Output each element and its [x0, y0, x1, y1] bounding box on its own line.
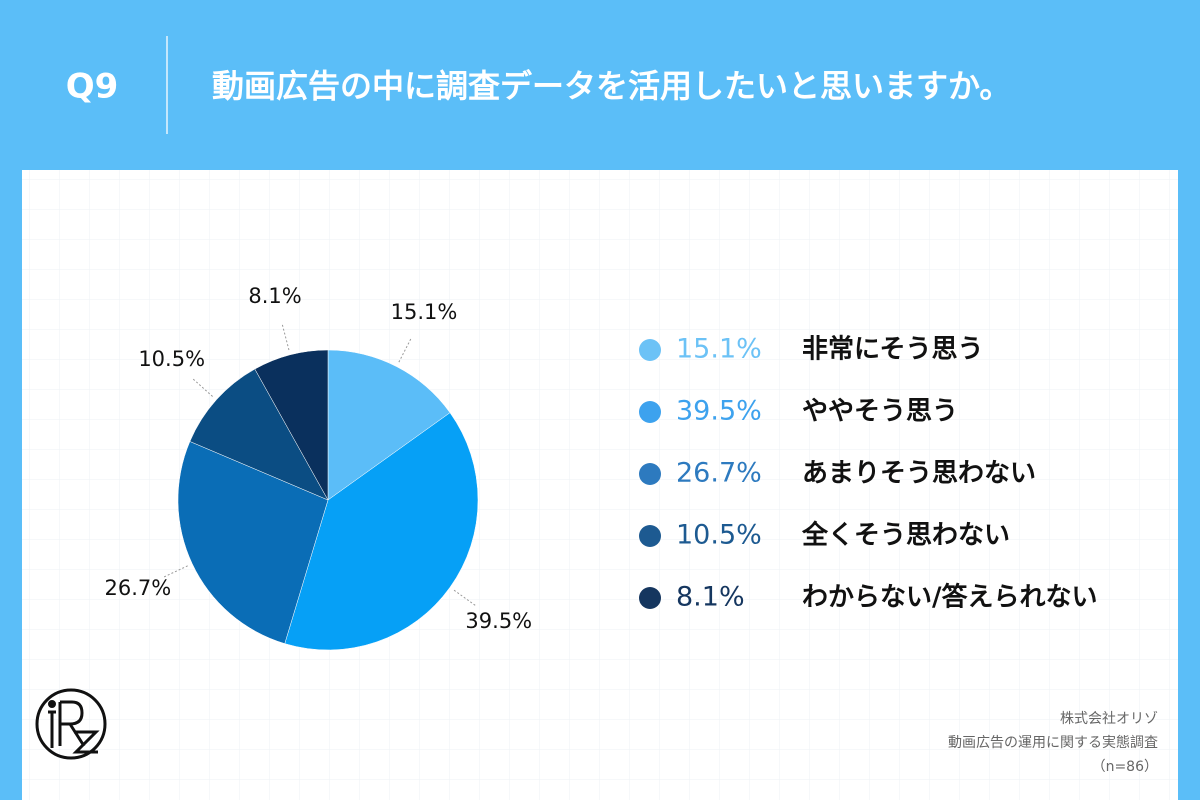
- pie-slice: [254, 349, 329, 501]
- legend-label: ややそう思う: [802, 397, 958, 427]
- legend-dot: [639, 587, 661, 609]
- slice-label: 26.7%: [105, 576, 172, 600]
- legend-value: 8.1%: [676, 582, 745, 613]
- footer-company: 株式会社オリゾ: [1060, 711, 1158, 727]
- legend-dot: [639, 525, 661, 547]
- leader-line: [453, 589, 477, 607]
- legend-value: 15.1%: [676, 334, 762, 365]
- slice-label: 39.5%: [465, 609, 532, 633]
- legend-dot: [639, 339, 661, 361]
- footer-sample: （n=86）: [1092, 759, 1158, 775]
- legend-value: 26.7%: [676, 458, 762, 489]
- legend-label: あまりそう思わない: [802, 459, 1036, 489]
- footer-survey: 動画広告の運用に関する実態調査: [948, 735, 1158, 751]
- slice-label: 8.1%: [248, 284, 301, 308]
- legend-label: 非常にそう思う: [802, 335, 983, 365]
- legend-dot: [639, 401, 661, 423]
- legend-label: 全くそう思わない: [801, 520, 1010, 551]
- slice-label: 10.5%: [138, 347, 205, 371]
- leader-line: [281, 323, 290, 351]
- legend-value: 10.5%: [676, 520, 762, 551]
- legend-dot: [639, 463, 661, 485]
- pie-slice: [284, 412, 479, 651]
- question-number: Q9: [66, 67, 119, 107]
- legend-label: わからない/答えられない: [802, 582, 1098, 613]
- legend-value: 39.5%: [676, 396, 762, 427]
- pie-slice: [189, 368, 329, 501]
- logo: [35, 688, 107, 760]
- slice-label: 15.1%: [391, 300, 458, 324]
- pie-slice: [327, 349, 451, 501]
- leader-line: [398, 337, 412, 363]
- pie-slice: [177, 441, 329, 644]
- leader-line: [192, 378, 213, 397]
- title: 動画広告の中に調査データを活用したいと思いますか。: [212, 67, 1011, 105]
- leader-line: [163, 565, 188, 578]
